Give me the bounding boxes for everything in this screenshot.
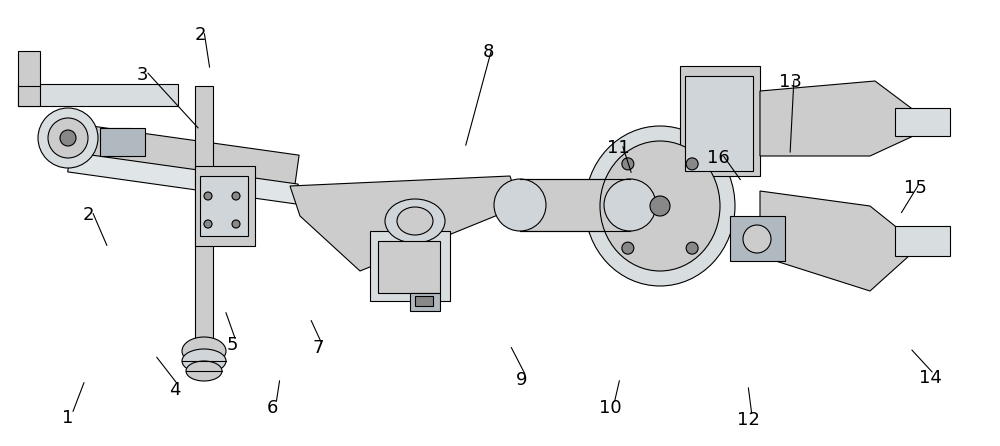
Ellipse shape	[604, 179, 656, 231]
Ellipse shape	[232, 192, 240, 200]
Bar	[100, 128, 145, 156]
Bar	[730, 216, 785, 261]
Ellipse shape	[182, 337, 226, 365]
Text: 11: 11	[607, 139, 629, 157]
Bar	[415, 296, 433, 306]
Bar	[370, 231, 450, 301]
Text: 14: 14	[919, 369, 941, 387]
Bar	[200, 176, 248, 236]
Bar	[895, 226, 950, 256]
Text: 13: 13	[779, 73, 801, 91]
Bar	[18, 51, 40, 106]
Ellipse shape	[686, 158, 698, 170]
Text: 2: 2	[194, 26, 206, 44]
Text: 6: 6	[266, 399, 278, 417]
Text: 16: 16	[707, 149, 729, 167]
Ellipse shape	[204, 220, 212, 228]
Ellipse shape	[182, 349, 226, 373]
Ellipse shape	[204, 192, 212, 200]
Text: 10: 10	[599, 399, 621, 417]
Text: 4: 4	[169, 381, 181, 399]
Ellipse shape	[48, 118, 88, 158]
Text: 12: 12	[737, 411, 759, 429]
Ellipse shape	[622, 158, 634, 170]
Text: 7: 7	[312, 339, 324, 357]
Text: 2: 2	[82, 206, 94, 224]
Ellipse shape	[397, 207, 433, 235]
Ellipse shape	[60, 130, 76, 146]
Text: 9: 9	[516, 371, 528, 389]
Ellipse shape	[650, 196, 670, 216]
Ellipse shape	[38, 108, 98, 168]
Ellipse shape	[622, 242, 634, 254]
Bar	[195, 86, 213, 346]
Bar	[18, 84, 178, 106]
Bar	[378, 241, 440, 293]
Bar	[895, 108, 950, 136]
Ellipse shape	[686, 242, 698, 254]
Ellipse shape	[385, 199, 445, 243]
Bar	[520, 179, 630, 231]
Ellipse shape	[494, 179, 546, 231]
Polygon shape	[290, 176, 520, 271]
Ellipse shape	[585, 126, 735, 286]
Bar	[680, 66, 760, 176]
Polygon shape	[760, 81, 935, 156]
Bar	[68, 152, 298, 204]
Ellipse shape	[186, 361, 222, 381]
Text: 1: 1	[62, 409, 74, 427]
Polygon shape	[760, 191, 920, 291]
Ellipse shape	[232, 220, 240, 228]
Text: 3: 3	[136, 66, 148, 84]
Text: 15: 15	[904, 179, 926, 197]
Ellipse shape	[743, 225, 771, 253]
Bar	[410, 293, 440, 311]
Text: 8: 8	[482, 43, 494, 61]
Bar	[67, 123, 299, 187]
Text: 5: 5	[226, 336, 238, 354]
Bar	[195, 166, 255, 246]
Bar	[685, 76, 753, 171]
Ellipse shape	[600, 141, 720, 271]
